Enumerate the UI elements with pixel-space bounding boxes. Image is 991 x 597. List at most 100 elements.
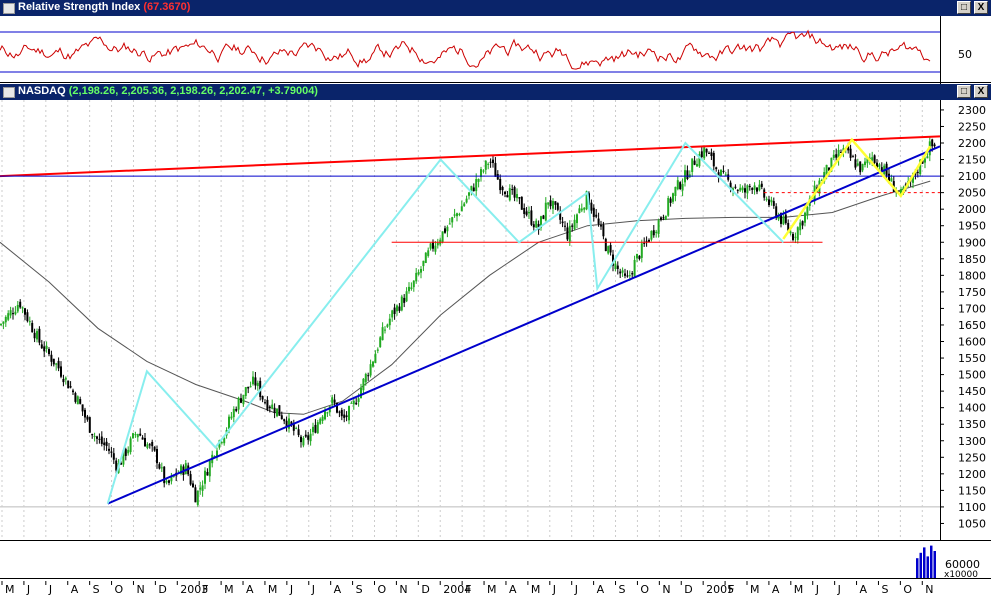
candle-body (496, 174, 499, 180)
candle-body (280, 415, 283, 420)
candle-body (600, 225, 602, 227)
panel-menu-icon[interactable] (3, 3, 15, 14)
candle-body (230, 416, 233, 419)
rsi-panel-titlebar[interactable]: Relative Strength Index (67.3670) □ X (0, 0, 991, 16)
candle-body (307, 435, 310, 440)
candle-body (573, 219, 576, 230)
candle-body (832, 154, 835, 158)
candle-body (828, 167, 830, 171)
candle-body (448, 223, 451, 225)
candle-body (645, 240, 648, 242)
rsi-title: Relative Strength Index (67.3670) (18, 1, 191, 13)
candle-body (669, 198, 672, 203)
x-tick-label: M (794, 583, 804, 596)
candle-body (252, 376, 254, 385)
candle-body (98, 438, 101, 440)
candle-body (333, 399, 336, 403)
candle-body (100, 436, 103, 444)
candle-body (204, 470, 206, 484)
candle-body (657, 220, 660, 235)
candle-body (679, 182, 682, 189)
candle-body (643, 242, 646, 244)
candle-body (163, 466, 166, 484)
candle-body (602, 224, 605, 237)
candle-body (741, 187, 744, 191)
candle-body (208, 460, 211, 477)
rsi-close-button[interactable]: X (974, 1, 988, 14)
candle-body (552, 201, 554, 209)
candle-body (628, 275, 631, 277)
candle-body (422, 260, 425, 267)
candle-body (69, 386, 72, 388)
candle-body (494, 162, 497, 177)
y-tick-label: 1600 (958, 336, 986, 349)
candle-body (703, 147, 706, 159)
candle-body (304, 434, 307, 437)
volume-bar (919, 552, 922, 578)
x-tick-label: D (684, 583, 692, 596)
panel-menu-icon[interactable] (3, 87, 15, 98)
candle-body (415, 272, 418, 282)
candle-body (290, 421, 293, 425)
x-tick-label: J (26, 583, 30, 596)
candle-body (595, 214, 598, 217)
candle-body (739, 187, 742, 191)
candle-body (336, 402, 338, 413)
x-tick-label: M (224, 583, 234, 596)
candle-body (655, 231, 658, 234)
y-tick-label: 1150 (958, 484, 986, 497)
candle-body (528, 212, 530, 214)
candle-body (640, 243, 643, 258)
candle-body (218, 440, 221, 448)
candle-body (350, 402, 353, 404)
candle-body (672, 193, 674, 202)
price-close-button[interactable]: X (974, 85, 988, 98)
x-tick-label: N (136, 583, 144, 596)
x-tick-label: N (925, 583, 933, 596)
x-tick-label: O (903, 583, 912, 596)
candle-body (568, 225, 571, 242)
candle-body (331, 397, 334, 404)
candle-body (530, 210, 533, 225)
candle-body (924, 158, 926, 163)
x-tick-label: 2005 (706, 583, 734, 596)
candle-body (463, 203, 466, 207)
candle-body (912, 173, 914, 183)
candle-body (146, 444, 149, 448)
candle-body (585, 191, 588, 210)
candle-body (393, 307, 396, 315)
candle-body (484, 160, 487, 170)
candle-body (736, 189, 739, 191)
candle-body (626, 275, 629, 277)
y-tick-label: 2200 (958, 137, 986, 150)
candle-body (237, 397, 240, 410)
volume-bar (916, 558, 919, 578)
x-tick-label: F (728, 583, 734, 596)
y-tick-label: 1450 (958, 385, 986, 398)
candle-body (542, 215, 545, 219)
candle-body (535, 220, 538, 228)
rsi-restore-button[interactable]: □ (957, 1, 971, 14)
candle-body (724, 174, 727, 176)
price-restore-button[interactable]: □ (957, 85, 971, 98)
candle-body (436, 242, 439, 246)
candle-body (616, 265, 619, 269)
candle-body (789, 231, 792, 234)
candle-body (700, 151, 703, 157)
candle-body (686, 170, 689, 180)
candle-body (348, 406, 350, 421)
candle-body (50, 354, 53, 362)
candle-body (28, 321, 31, 323)
price-panel-titlebar[interactable]: NASDAQ (2,198.26, 2,205.36, 2,198.26, 2,… (0, 84, 991, 100)
x-tick-label: S (93, 583, 100, 596)
candle-body (712, 152, 715, 167)
candle-body (129, 438, 132, 453)
candle-body (388, 318, 391, 326)
candle-body (432, 242, 434, 249)
candle-body (201, 485, 204, 491)
candle-body (314, 424, 317, 433)
candle-body (854, 159, 857, 168)
candle-body (302, 437, 305, 446)
candle-body (2, 321, 5, 324)
